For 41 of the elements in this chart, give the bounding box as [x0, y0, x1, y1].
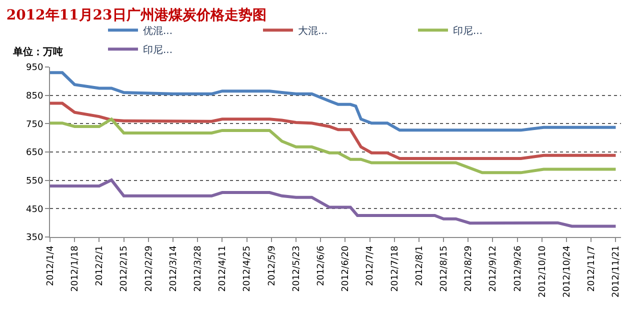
x-tick-label: 2012/3/14: [168, 245, 179, 292]
text: 单位：万吨: [12, 46, 63, 58]
x-tick-label: 2012/11/7: [587, 246, 598, 292]
x-tick-label: 2012/10/10: [538, 245, 548, 298]
x-tick-label: 2012/10/24: [562, 245, 572, 298]
x-tick-label: 2012/2/29: [144, 245, 154, 292]
y-tick-label: 950: [26, 63, 44, 74]
legend-label: 优混...: [143, 25, 173, 37]
line-series: [50, 71, 618, 132]
x-tick-label: 2012/5/23: [292, 246, 302, 292]
y-tick-label: 650: [26, 148, 44, 158]
chart-title: 2012年11月23日广州港煤炭价格走势图: [6, 6, 266, 24]
x-tick-label: 2012/9/26: [513, 245, 524, 292]
x-tick-label: 2012/8/1: [414, 246, 425, 286]
line-series: [50, 102, 618, 160]
legend-label: 印尼...: [453, 25, 483, 37]
x-tick-label: 2012/4/25: [242, 246, 253, 292]
y-tick-label: 450: [26, 204, 44, 215]
x-tick-label: 2012/6/6: [316, 245, 326, 286]
y-tick-label: 550: [26, 176, 44, 186]
x-tick-label: 2012/3/28: [194, 245, 204, 292]
x-tick-label: 2012/11/21: [612, 246, 622, 298]
x-tick-label: 2012/2/1: [95, 246, 106, 286]
x-tick-label: 2012/4/11: [218, 246, 228, 292]
x-tick-label: 2012/6/20: [341, 245, 352, 292]
x-tick-label: 2012/7/4: [366, 245, 376, 286]
y-tick-label: 350: [26, 233, 44, 244]
x-tick-label: 2012/9/12: [488, 246, 499, 292]
y-tick-label: 750: [26, 120, 44, 130]
legend-label: 大混...: [298, 25, 328, 37]
y-tick-label: 850: [26, 91, 44, 102]
x-tick-label: 2012/8/15: [439, 246, 450, 292]
x-tick-label: 2012/2/15: [120, 246, 130, 292]
x-tick-label: 2012/8/29: [464, 245, 474, 292]
line-series: [50, 178, 618, 228]
x-tick-label: 2012/5/9: [267, 245, 278, 286]
x-tick-label: 2012/1/18: [70, 245, 81, 292]
x-tick-label: 2012/7/18: [390, 245, 400, 292]
line-series: [50, 118, 618, 174]
legend-label: 印尼...: [143, 44, 173, 56]
x-tick-label: 2012/1/4: [46, 245, 56, 286]
